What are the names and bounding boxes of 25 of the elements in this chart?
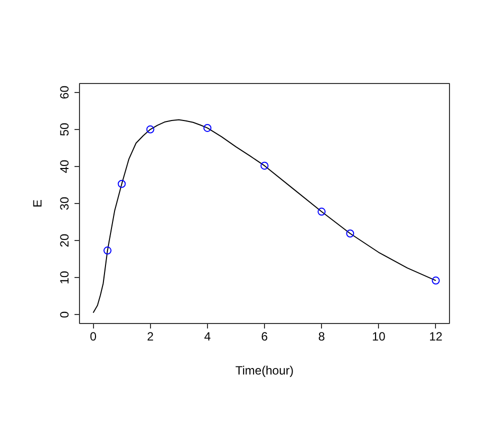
- x-tick-label: 2: [146, 330, 154, 344]
- x-tick-label: 6: [261, 330, 268, 344]
- y-tick-label: 10: [58, 270, 72, 284]
- line-series: [92, 119, 436, 314]
- point: [118, 180, 126, 188]
- y-tick-label: 0: [58, 310, 72, 318]
- y-tick-label: 60: [58, 85, 72, 100]
- point: [260, 162, 268, 170]
- point: [203, 124, 212, 132]
- x-tick-label: 10: [372, 330, 386, 344]
- y-axis-title: E: [30, 199, 44, 208]
- x-tick-label: 8: [318, 330, 326, 344]
- y-tick-label: 30: [58, 196, 72, 210]
- x-tick-label: 12: [429, 330, 443, 344]
- point: [432, 276, 440, 285]
- point: [318, 208, 326, 216]
- y-tick-label: 50: [58, 122, 72, 136]
- y-tick-label: 40: [58, 159, 72, 174]
- x-axis-title: Time(hour): [235, 364, 294, 378]
- x-tick-label: 0: [90, 330, 97, 344]
- x-tick-label: 4: [204, 330, 212, 344]
- point: [103, 246, 112, 255]
- point: [346, 230, 354, 238]
- point: [146, 125, 154, 134]
- y-tick-label: 20: [58, 234, 72, 248]
